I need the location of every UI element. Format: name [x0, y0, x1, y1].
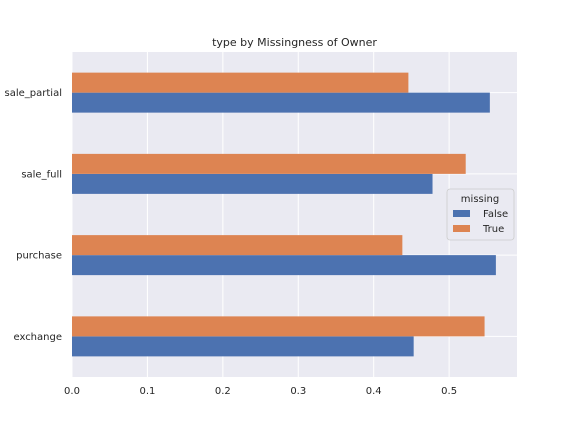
x-tick-label: 0.2: [215, 386, 231, 397]
y-tick-label: sale_full: [21, 169, 62, 180]
x-tick-label: 0.1: [139, 386, 155, 397]
legend-swatch: [453, 225, 470, 232]
y-tick-label: purchase: [16, 251, 62, 262]
bar-exchange-false: [72, 336, 414, 357]
y-tick-label: sale_partial: [5, 88, 62, 99]
x-tick-label: 0.3: [290, 386, 306, 397]
legend-title: missing: [461, 194, 499, 205]
legend-label: False: [483, 209, 508, 220]
bar-sale_full-false: [72, 173, 433, 194]
x-tick-label: 0.0: [64, 386, 80, 397]
bar-sale_partial-false: [72, 92, 490, 113]
bars: [72, 72, 496, 357]
y-tick-label: exchange: [13, 332, 62, 343]
x-tick-label: 0.5: [441, 386, 457, 397]
legend: missing False True: [446, 188, 515, 241]
chart-title: type by Missingness of Owner: [212, 36, 377, 49]
bar-exchange-true: [72, 316, 485, 337]
bar-purchase-false: [72, 255, 496, 276]
legend-label: True: [482, 224, 504, 235]
x-tick-label: 0.4: [366, 386, 382, 397]
y-tick-labels: exchange purchase sale_full sale_partial: [5, 88, 62, 343]
bar-purchase-true: [72, 235, 403, 256]
legend-items: False True: [453, 209, 508, 235]
x-tick-labels: 0.0 0.1 0.2 0.3 0.4 0.5: [64, 386, 457, 397]
legend-swatch: [453, 210, 470, 217]
bar-sale_full-true: [72, 153, 466, 174]
bar-sale_partial-true: [72, 72, 409, 93]
